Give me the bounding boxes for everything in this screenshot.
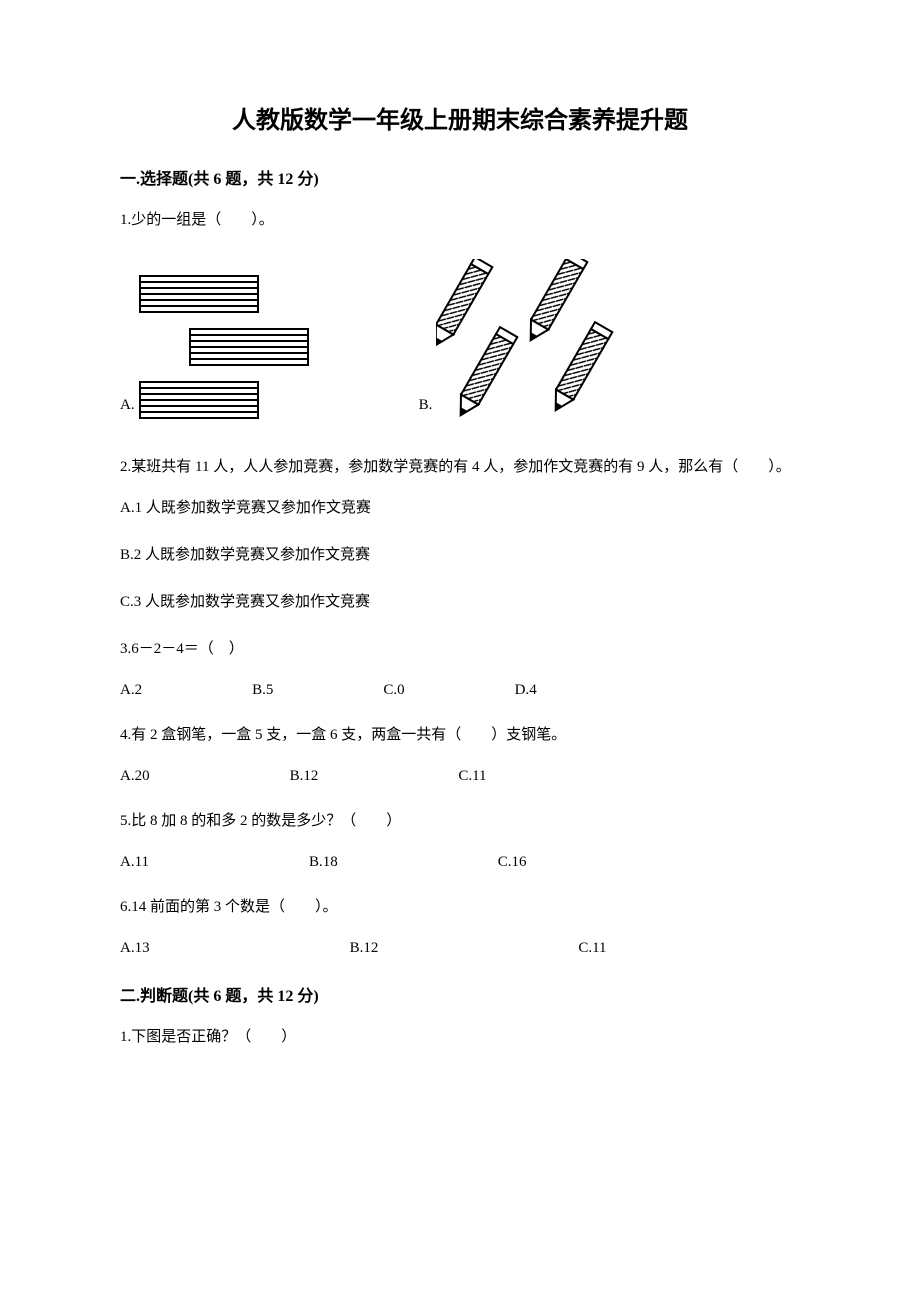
question-3: 3.6－2－4＝（ ） A.2 B.5 C.0 D.4 [120,636,800,704]
q4-optB: B.12 [290,763,319,790]
q2-text: 2.某班共有 11 人，人人参加竞赛，参加数学竞赛的有 4 人，参加作文竞赛的有… [120,454,800,481]
pencils-illustration [436,259,646,419]
stripe-block-2 [189,328,309,366]
section2-header: 二.判断题(共 6 题，共 12 分) [120,982,800,1006]
section1-header: 一.选择题(共 6 题，共 12 分) [120,165,800,189]
q4-optC: C.11 [458,763,486,790]
q3-optA: A.2 [120,677,142,704]
stripe-block-3 [139,381,259,419]
q3-optB: B.5 [252,677,273,704]
q3-options: A.2 B.5 C.0 D.4 [120,677,800,704]
q1-option-b: B. [419,259,647,419]
q4-text: 4.有 2 盒钢笔，一盒 5 支，一盒 6 支，两盒一共有（ ）支钢笔。 [120,722,800,749]
q3-optC: C.0 [383,677,404,704]
q1-text: 1.少的一组是（ ）。 [120,207,800,234]
q5-options: A.11 B.18 C.16 [120,849,800,876]
s2-q1-text: 1.下图是否正确？（ ） [120,1024,800,1051]
q5-optA: A.11 [120,849,149,876]
q2-optB: B.2 人既参加数学竞赛又参加作文竞赛 [120,542,800,569]
q2-options: A.1 人既参加数学竞赛又参加作文竞赛 B.2 人既参加数学竞赛又参加作文竞赛 … [120,495,800,616]
q5-optB: B.18 [309,849,338,876]
q5-text: 5.比 8 加 8 的和多 2 的数是多少？（ ） [120,808,800,835]
q1-option-a: A. [120,275,309,419]
q4-options: A.20 B.12 C.11 [120,763,800,790]
q6-optC: C.11 [578,935,606,962]
q4-optA: A.20 [120,763,150,790]
question-4: 4.有 2 盒钢笔，一盒 5 支，一盒 6 支，两盒一共有（ ）支钢笔。 A.2… [120,722,800,790]
stripe-block-1 [139,275,259,313]
q1-image-options: A. B. [120,259,800,419]
question-5: 5.比 8 加 8 的和多 2 的数是多少？（ ） A.11 B.18 C.16 [120,808,800,876]
q2-optA: A.1 人既参加数学竞赛又参加作文竞赛 [120,495,800,522]
q5-optC: C.16 [498,849,527,876]
q6-optB: B.12 [350,935,379,962]
stripes-illustration [139,275,309,419]
q3-text: 3.6－2－4＝（ ） [120,636,800,663]
q6-text: 6.14 前面的第 3 个数是（ ）。 [120,894,800,921]
q6-optA: A.13 [120,935,150,962]
q1-optA-label: A. [120,392,135,419]
q6-options: A.13 B.12 C.11 [120,935,800,962]
question-2: 2.某班共有 11 人，人人参加竞赛，参加数学竞赛的有 4 人，参加作文竞赛的有… [120,454,800,616]
section2-question-1: 1.下图是否正确？（ ） [120,1024,800,1051]
question-1: 1.少的一组是（ ）。 A. B. [120,207,800,419]
document-title: 人教版数学一年级上册期末综合素养提升题 [120,100,800,135]
q3-optD: D.4 [515,677,537,704]
question-6: 6.14 前面的第 3 个数是（ ）。 A.13 B.12 C.11 [120,894,800,962]
q1-optB-label: B. [419,392,433,419]
q2-optC: C.3 人既参加数学竞赛又参加作文竞赛 [120,589,800,616]
